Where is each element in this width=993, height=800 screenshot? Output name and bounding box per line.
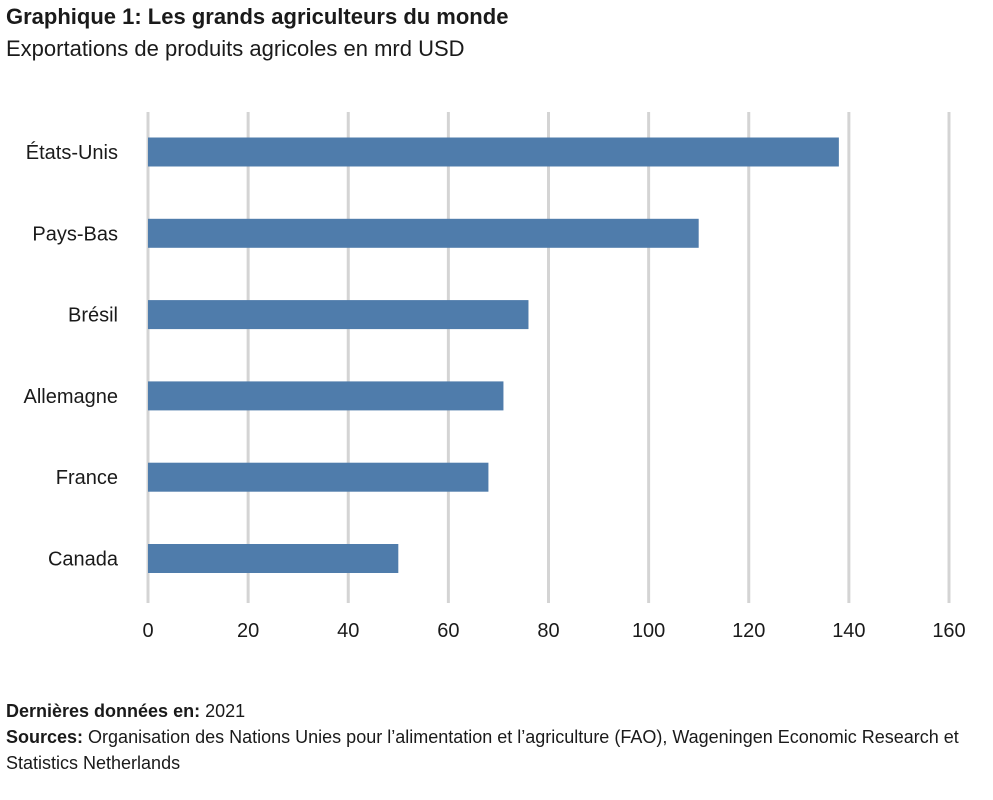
category-label: France xyxy=(56,467,118,489)
x-tick-label: 40 xyxy=(337,620,359,642)
footer-date-label: Dernières données en: xyxy=(6,701,201,721)
x-tick-label: 80 xyxy=(537,620,559,642)
category-label: Allemagne xyxy=(23,386,118,408)
footer-date-value: 2021 xyxy=(205,701,246,721)
x-tick-label: 160 xyxy=(932,620,965,642)
bar xyxy=(148,218,699,248)
bar xyxy=(148,544,399,573)
footer-date: Dernières données en: 2021 xyxy=(6,698,245,724)
bars xyxy=(148,137,839,573)
category-label: Canada xyxy=(48,549,119,571)
x-tick-labels: 0 20 40 60 80 100 120 140 160 xyxy=(142,620,965,642)
x-tick-label: 20 xyxy=(237,620,259,642)
category-label: Pays-Bas xyxy=(32,223,118,245)
x-tick-label: 0 xyxy=(142,620,153,642)
category-labels: États-Unis Pays-Bas Brésil Allemagne France C… xyxy=(23,141,118,571)
x-tick-label: 140 xyxy=(832,620,865,642)
x-tick-label: 100 xyxy=(632,620,665,642)
footer-sources-text: Organisation des Nations Unies pour l’al… xyxy=(6,727,959,773)
bar xyxy=(148,462,489,492)
footer-sources-label: Sources: xyxy=(6,727,84,747)
bar xyxy=(148,381,504,411)
chart-subtitle: Exportations de produits agricoles en mr… xyxy=(6,36,465,61)
bar xyxy=(148,137,839,167)
x-tick-label: 60 xyxy=(437,620,459,642)
footer-sources: Sources: Organisation des Nations Unies … xyxy=(6,724,966,776)
category-label: Brésil xyxy=(68,305,118,327)
grid-lines xyxy=(146,112,951,603)
chart-title: Graphique 1: Les grands agriculteurs du … xyxy=(6,4,509,29)
bar-chart: États-Unis Pays-Bas Brésil Allemagne France C… xyxy=(23,112,966,642)
x-tick-label: 120 xyxy=(732,620,765,642)
category-label: États-Unis xyxy=(26,141,118,164)
bar xyxy=(148,300,529,330)
